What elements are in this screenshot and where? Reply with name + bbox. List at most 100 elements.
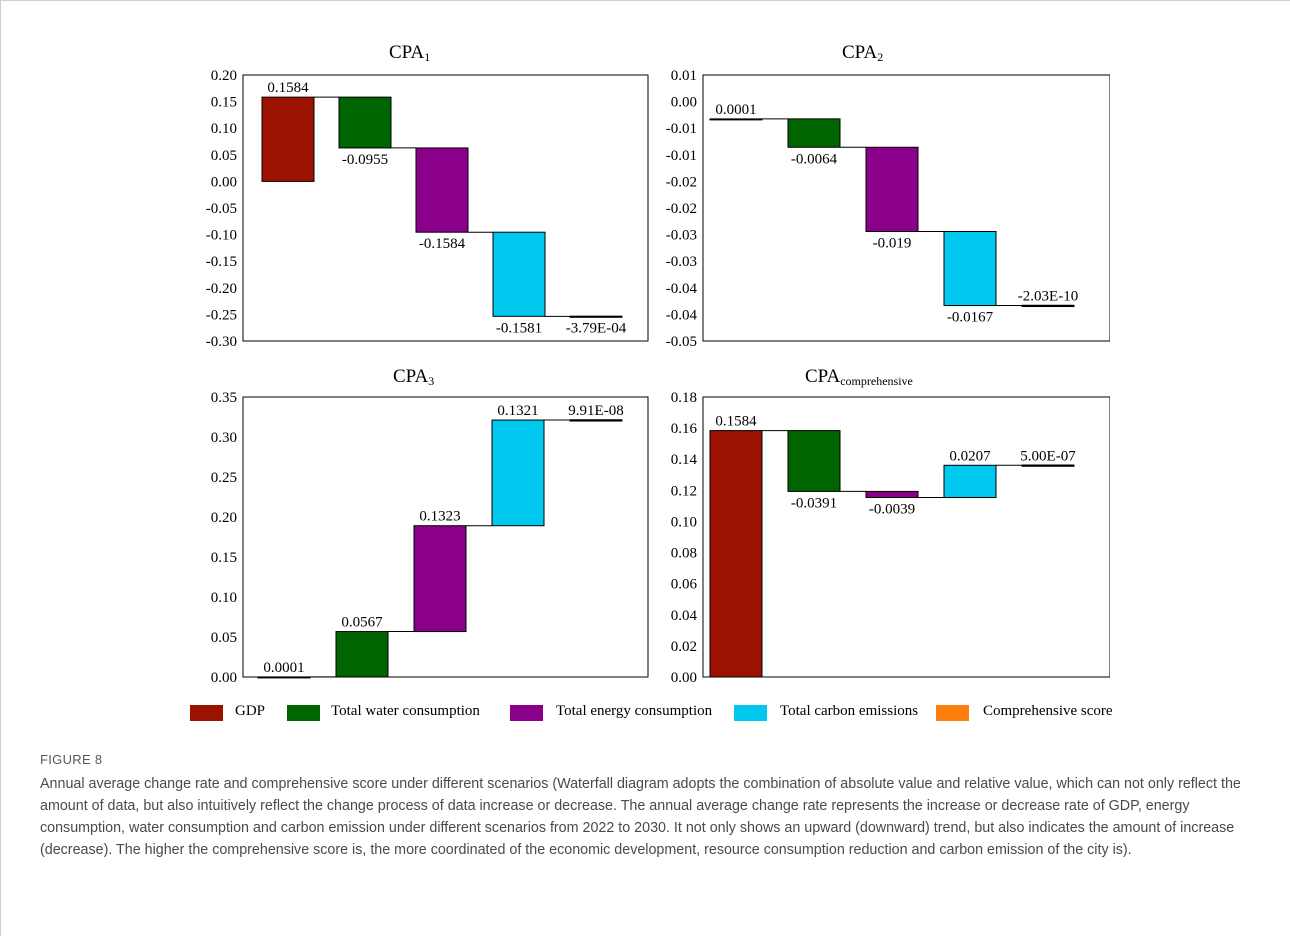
figure-caption: FIGURE 8 Annual average change rate and … — [40, 752, 1255, 861]
y-tick-label: 0.00 — [211, 670, 237, 686]
y-tick-label: 0.18 — [671, 392, 697, 406]
legend-label: Total water consumption — [331, 703, 480, 719]
legend-label: Total energy consumption — [556, 703, 713, 719]
data-label: 0.0567 — [341, 615, 383, 631]
waterfall-bar — [709, 118, 763, 121]
y-tick-label: -0.02 — [666, 174, 697, 190]
legend-label: Comprehensive score — [983, 703, 1113, 719]
chart-cpa1: 0.20 0.15 0.10 0.05 0.00 -0.05 -0.10 -0.15 -0.20… — [206, 70, 649, 350]
y-tick-label: -0.30 — [206, 334, 237, 350]
waterfall-bar — [709, 430, 763, 678]
chart-title-cpa-comprehensive: CPAcomprehensive — [805, 366, 913, 388]
data-label: -0.0039 — [869, 501, 915, 517]
y-tick-label: 0.16 — [671, 421, 698, 437]
chart-cpa3: 0.35 0.30 0.25 0.20 0.15 0.10 0.05 0.00 0.0001 0.… — [211, 392, 649, 686]
data-label: 0.1584 — [715, 414, 757, 430]
data-label: 5.00E-07 — [1020, 448, 1076, 464]
y-tick-label: 0.06 — [671, 577, 698, 593]
y-tick-label: -0.20 — [206, 281, 237, 297]
legend-label: Total carbon emissions — [780, 703, 919, 719]
waterfall-bar — [787, 118, 841, 148]
legend-swatch-carbon — [734, 705, 767, 721]
chart-title-cpa1: CPA1 — [389, 42, 431, 64]
y-tick-label: 0.05 — [211, 148, 237, 164]
chart-cpa2: 0.01 0.00 -0.01 -0.01 -0.02 -0.02 -0.03 -0.03 -0… — [666, 70, 1110, 350]
y-tick-label: -0.25 — [206, 307, 237, 323]
waterfall-bar — [491, 419, 545, 527]
data-label: -0.0064 — [791, 151, 838, 167]
data-label: 0.1584 — [267, 80, 309, 96]
data-label: 0.0001 — [715, 102, 756, 118]
y-tick-label: 0.14 — [671, 452, 698, 468]
y-tick-label: 0.10 — [671, 514, 697, 530]
data-label: -0.019 — [873, 235, 912, 251]
waterfall-bar — [413, 525, 467, 633]
data-label: -2.03E-10 — [1018, 289, 1078, 305]
data-label: -0.1581 — [496, 320, 542, 336]
plot-frame — [242, 396, 649, 678]
waterfall-bar — [257, 676, 311, 679]
y-tick-label: -0.04 — [666, 281, 698, 297]
y-tick-label: 0.12 — [671, 483, 697, 499]
waterfall-bar — [865, 146, 919, 232]
waterfall-bar — [943, 230, 997, 307]
y-tick-label: -0.03 — [666, 228, 697, 244]
y-tick-label: 0.04 — [671, 608, 698, 624]
waterfall-bar — [492, 231, 546, 317]
y-tick-label: 0.10 — [211, 121, 237, 137]
y-tick-label: -0.05 — [206, 201, 237, 217]
y-tick-label: 0.08 — [671, 546, 697, 562]
y-tick-label: 0.20 — [211, 510, 237, 526]
waterfall-bar — [943, 464, 997, 498]
data-label: -0.0391 — [791, 495, 837, 511]
y-tick-label: 0.01 — [671, 70, 697, 84]
y-tick-label: 0.35 — [211, 392, 237, 406]
waterfall-bar — [338, 96, 392, 149]
waterfall-bar — [787, 430, 841, 492]
plot-frame — [702, 74, 1110, 342]
chart-cpa-comprehensive: 0.18 0.16 0.14 0.12 0.10 0.08 0.06 0.04 0.02 0.00… — [671, 392, 1110, 686]
y-tick-label: 0.00 — [671, 670, 697, 686]
waterfall-bar — [335, 631, 389, 678]
y-tick-label: -0.03 — [666, 254, 697, 270]
y-tick-label: 0.15 — [211, 550, 237, 566]
y-tick-label: 0.10 — [211, 590, 237, 606]
data-label: 0.1323 — [419, 509, 460, 525]
chart-title-cpa2: CPA2 — [842, 42, 884, 64]
y-tick-label: 0.15 — [211, 95, 237, 111]
waterfall-bar — [261, 96, 315, 182]
figure-label: FIGURE 8 — [40, 752, 103, 767]
legend-swatch-energy — [510, 705, 543, 721]
waterfall-bar — [415, 147, 469, 233]
plot-frame — [702, 396, 1110, 678]
chart-title-cpa3: CPA3 — [393, 366, 435, 388]
plot-frame — [242, 74, 649, 342]
y-tick-label: 0.02 — [671, 639, 697, 655]
caption-text: Annual average change rate and comprehen… — [40, 776, 1241, 858]
data-label: 0.0001 — [263, 660, 304, 676]
y-tick-label: 0.00 — [671, 95, 697, 111]
data-label: -0.0167 — [947, 310, 994, 326]
legend-swatch-gdp — [190, 705, 223, 721]
data-label: 0.1321 — [497, 403, 538, 419]
data-label: 0.0207 — [949, 448, 991, 464]
y-tick-label: -0.01 — [666, 148, 697, 164]
y-tick-label: 0.25 — [211, 470, 237, 486]
y-tick-label: -0.10 — [206, 228, 237, 244]
data-label: -0.0955 — [342, 152, 388, 168]
frame-left-border — [0, 0, 1, 936]
frame-top-border — [0, 0, 1290, 1]
y-tick-label: 0.30 — [211, 430, 237, 446]
data-label: 9.91E-08 — [568, 403, 623, 419]
y-tick-label: -0.01 — [666, 121, 697, 137]
data-label: -3.79E-04 — [566, 321, 627, 337]
y-tick-label: 0.05 — [211, 630, 237, 646]
legend-label: GDP — [235, 703, 266, 719]
y-tick-label: 0.20 — [211, 70, 237, 84]
data-label: -0.1584 — [419, 236, 466, 252]
waterfall-bar — [865, 490, 919, 498]
y-tick-label: 0.00 — [211, 174, 237, 190]
legend-swatch-comprehensive — [936, 705, 969, 721]
y-tick-label: -0.05 — [666, 334, 697, 350]
